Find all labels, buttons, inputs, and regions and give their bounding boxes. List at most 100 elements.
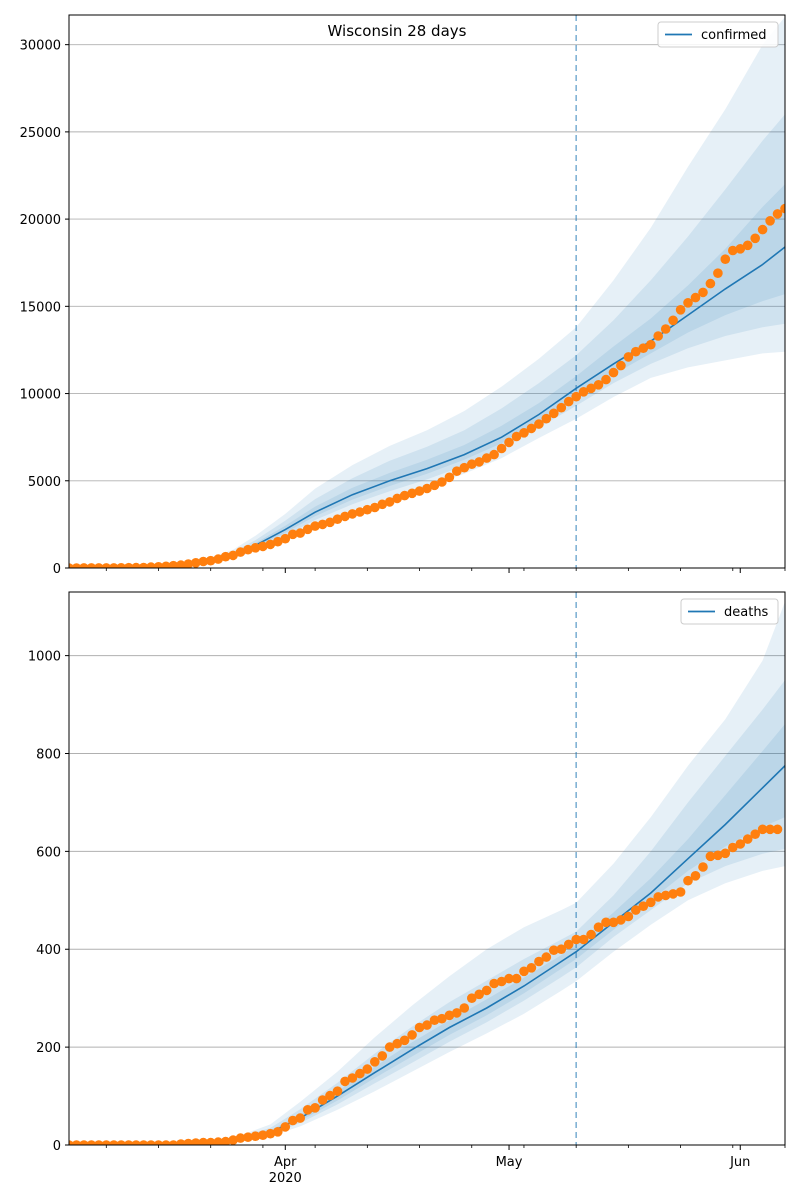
plot-area — [69, 592, 785, 1145]
observed-point — [623, 911, 634, 922]
x-axis: Apr May Jun 2020 — [269, 1155, 751, 1186]
observed-point — [646, 897, 656, 908]
observed-point — [146, 562, 156, 568]
observed-point — [511, 431, 522, 442]
observed-point — [109, 563, 119, 568]
observed-point — [504, 437, 514, 448]
y-tick-label: 200 — [36, 1041, 61, 1056]
observed-point — [71, 563, 82, 568]
observed-point — [653, 331, 663, 341]
observed-point — [467, 459, 477, 470]
observed-point — [146, 1140, 156, 1145]
observed-point — [205, 1137, 216, 1145]
observed-point — [310, 521, 320, 531]
observed-point — [750, 233, 760, 244]
observed-point — [616, 915, 626, 925]
legend-box — [680, 598, 779, 625]
observed-point — [534, 956, 544, 967]
observed-point — [153, 1140, 164, 1145]
observed-point — [586, 929, 596, 940]
observed-point — [519, 966, 529, 977]
y-tick-label: 400 — [36, 943, 61, 958]
observed-point — [481, 453, 492, 463]
observed-point — [526, 423, 537, 434]
axes-frame — [68, 591, 786, 1146]
observed-point — [198, 1137, 209, 1145]
observed-point — [258, 1130, 268, 1140]
observed-point — [86, 1140, 97, 1145]
observed-point — [340, 511, 350, 522]
observed-point — [765, 216, 775, 226]
observed-point — [742, 834, 753, 844]
observed-point — [675, 305, 686, 315]
observed-point — [243, 1132, 253, 1142]
observed-point — [302, 524, 313, 535]
observed-point — [623, 352, 634, 362]
observed-point — [742, 240, 753, 251]
observed-point — [355, 1068, 365, 1079]
observed-point — [474, 457, 485, 467]
observed-point — [690, 292, 701, 303]
observed-point — [347, 1073, 358, 1083]
observed-point — [705, 851, 716, 862]
observed-point — [101, 1140, 112, 1145]
observed-point — [713, 268, 723, 279]
observed-point — [414, 1022, 425, 1033]
plot-area — [69, 15, 800, 568]
observed-point — [325, 1090, 335, 1101]
uncertainty-band-middle — [69, 114, 785, 568]
observed-point — [422, 1020, 432, 1030]
y-tick-label: 1000 — [28, 650, 61, 665]
uncertainty-band-outer — [69, 601, 785, 1145]
observed-point — [429, 1015, 440, 1025]
y-tick-label: 600 — [36, 845, 61, 860]
observed-point — [631, 905, 641, 915]
observed-point — [123, 1140, 134, 1145]
observed-point — [593, 380, 604, 390]
observed-point — [399, 490, 410, 501]
observed-point — [198, 556, 209, 567]
observed-point — [414, 486, 425, 496]
y-tick-label: 25000 — [20, 126, 61, 141]
observed-point — [772, 824, 783, 835]
observed-point — [757, 224, 768, 235]
observed-point — [489, 978, 499, 989]
y-tick-label: 30000 — [20, 39, 61, 54]
observed-point — [317, 519, 328, 530]
observed-point — [496, 976, 507, 987]
legend-label: deaths — [724, 605, 769, 620]
observed-point — [578, 934, 589, 945]
observed-point — [735, 839, 746, 849]
observed-point — [608, 367, 619, 378]
observed-point — [302, 1105, 313, 1115]
observed-point — [720, 848, 731, 859]
observed-point — [399, 1035, 410, 1046]
observed-point — [541, 413, 552, 424]
observed-point — [795, 197, 800, 207]
observed-point — [467, 993, 477, 1003]
observed-point — [660, 324, 671, 334]
observed-point — [273, 536, 283, 547]
observed-point — [638, 901, 649, 911]
observed-point — [183, 1138, 194, 1145]
uncertainty-band-outer — [69, 16, 785, 568]
observed-point — [116, 563, 126, 568]
observed-point — [496, 443, 507, 454]
observed-point — [765, 824, 775, 835]
observed-point — [250, 1131, 261, 1141]
observed-point — [86, 563, 97, 568]
observed-point — [310, 1103, 320, 1113]
observed-point — [660, 890, 671, 901]
observed-point — [511, 973, 522, 984]
observed-point — [556, 402, 567, 413]
observed-point — [668, 889, 678, 899]
observed-point — [228, 1135, 238, 1145]
observed-point — [220, 1136, 231, 1145]
observed-point — [563, 396, 574, 407]
observed-point — [109, 1140, 119, 1145]
observed-point — [377, 499, 388, 510]
observed-point — [228, 550, 238, 561]
observed-point — [563, 939, 574, 950]
observed-point — [698, 287, 708, 298]
x-tick-label: May — [496, 1155, 523, 1170]
